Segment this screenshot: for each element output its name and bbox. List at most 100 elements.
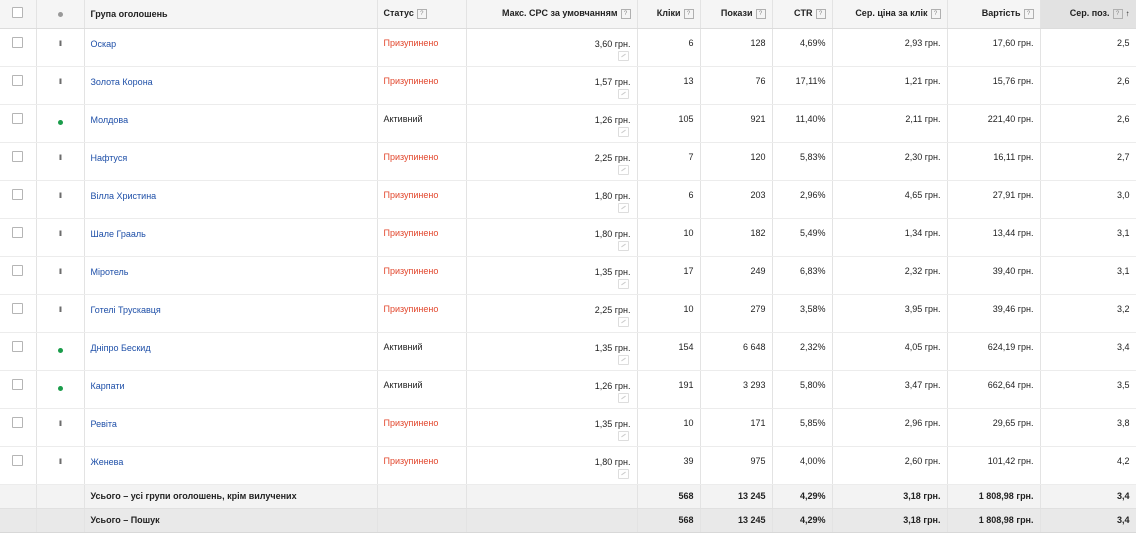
ad-group-link[interactable]: Ревіта xyxy=(90,418,117,429)
edit-pencil-icon[interactable] xyxy=(617,392,629,403)
max-cpc-cell[interactable]: 1,26 грн. xyxy=(466,370,638,409)
edit-pencil-icon[interactable] xyxy=(617,430,629,441)
help-icon[interactable]: ? xyxy=(1112,9,1123,20)
row-status-cell[interactable]: ll xyxy=(36,294,85,333)
help-icon[interactable]: ? xyxy=(1023,9,1034,20)
help-icon[interactable]: ? xyxy=(755,9,766,20)
row-status-cell[interactable]: ll xyxy=(36,142,85,181)
header-avg-position-label: Сер. поз. xyxy=(1069,8,1110,19)
row-status-cell[interactable] xyxy=(36,332,85,371)
row-checkbox[interactable] xyxy=(12,74,24,86)
help-icon[interactable]: ? xyxy=(930,9,941,20)
ad-group-link[interactable]: Золота Корона xyxy=(90,76,153,87)
header-status-dot[interactable] xyxy=(36,0,85,29)
row-status-cell[interactable]: ll xyxy=(36,218,85,257)
row-status-cell[interactable]: ll xyxy=(36,28,85,67)
cost-cell: 15,76 грн. xyxy=(947,66,1041,105)
max-cpc-cell[interactable]: 1,80 грн. xyxy=(466,218,638,257)
row-checkbox[interactable] xyxy=(12,302,24,314)
max-cpc-cell[interactable]: 1,57 грн. xyxy=(466,66,638,105)
avg-cpc-cell: 1,34 грн. xyxy=(832,218,948,257)
avg-cpc-cell: 2,11 грн. xyxy=(832,104,948,143)
max-cpc-cell[interactable]: 2,25 грн. xyxy=(466,142,638,181)
row-status-cell[interactable] xyxy=(36,370,85,409)
header-status[interactable]: Статус? xyxy=(377,0,467,29)
header-cost[interactable]: Вартість? xyxy=(947,0,1041,29)
ad-group-link[interactable]: Міротель xyxy=(90,266,129,277)
ad-group-link[interactable]: Дніпро Бескид xyxy=(90,342,151,353)
max-cpc-cell[interactable]: 1,35 грн. xyxy=(466,256,638,295)
help-icon[interactable]: ? xyxy=(815,9,826,20)
ad-group-name-cell: Карпати xyxy=(84,370,378,409)
totals-empty-cell xyxy=(377,508,467,533)
row-status-cell[interactable]: ll xyxy=(36,66,85,105)
max-cpc-value: 1,35 грн. xyxy=(594,418,631,429)
edit-pencil-icon[interactable] xyxy=(617,164,629,175)
ad-group-link[interactable]: Молдова xyxy=(90,114,129,125)
edit-pencil-icon[interactable] xyxy=(617,88,629,99)
edit-pencil-icon[interactable] xyxy=(617,240,629,251)
row-checkbox[interactable] xyxy=(12,226,24,238)
header-max-cpc[interactable]: Макс. CPC за умовчанням? xyxy=(466,0,638,29)
max-cpc-cell[interactable]: 1,26 грн. xyxy=(466,104,638,143)
row-status-cell[interactable] xyxy=(36,104,85,143)
ad-group-link[interactable]: Вілла Христина xyxy=(90,190,157,201)
max-cpc-cell[interactable]: 1,80 грн. xyxy=(466,446,638,485)
ad-group-link[interactable]: Нафтуся xyxy=(90,152,128,163)
status-text: Призупинено xyxy=(383,417,439,428)
row-checkbox[interactable] xyxy=(12,416,24,428)
status-cell: Призупинено xyxy=(377,28,467,67)
row-select-cell xyxy=(0,294,37,333)
ad-group-link[interactable]: Оскар xyxy=(90,38,117,49)
ad-group-link[interactable]: Шале Грааль xyxy=(90,228,146,239)
edit-pencil-icon[interactable] xyxy=(617,278,629,289)
header-avg-cpc[interactable]: Сер. ціна за клік? xyxy=(832,0,948,29)
row-checkbox[interactable] xyxy=(12,454,24,466)
edit-pencil-icon[interactable] xyxy=(617,316,629,327)
max-cpc-cell[interactable]: 1,35 грн. xyxy=(466,408,638,447)
avg-position-cell: 2,5 xyxy=(1040,28,1136,67)
max-cpc-cell[interactable]: 3,60 грн. xyxy=(466,28,638,67)
header-impressions[interactable]: Покази? xyxy=(700,0,773,29)
row-status-cell[interactable]: ll xyxy=(36,446,85,485)
totals-avg-position: 3,4 xyxy=(1040,484,1136,509)
max-cpc-cell[interactable]: 2,25 грн. xyxy=(466,294,638,333)
edit-pencil-icon[interactable] xyxy=(617,50,629,61)
totals-empty-cell xyxy=(377,484,467,509)
help-icon[interactable]: ? xyxy=(416,9,427,20)
ad-group-link[interactable]: Карпати xyxy=(90,380,125,391)
row-status-cell[interactable]: ll xyxy=(36,180,85,219)
edit-pencil-icon[interactable] xyxy=(617,354,629,365)
header-avg-position[interactable]: Сер. поз.? ↑ xyxy=(1040,0,1136,29)
edit-pencil-icon[interactable] xyxy=(617,202,629,213)
row-checkbox[interactable] xyxy=(12,150,24,162)
header-ad-group[interactable]: Група оголошень xyxy=(84,0,378,29)
edit-pencil-icon[interactable] xyxy=(617,468,629,479)
header-ctr-label: CTR xyxy=(794,8,813,19)
status-text: Призупинено xyxy=(383,227,439,238)
row-checkbox[interactable] xyxy=(12,112,24,124)
row-checkbox[interactable] xyxy=(12,188,24,200)
row-checkbox[interactable] xyxy=(12,340,24,352)
row-status-cell[interactable]: ll xyxy=(36,408,85,447)
status-cell: Призупинено xyxy=(377,256,467,295)
header-clicks[interactable]: Кліки? xyxy=(637,0,701,29)
cost-cell: 662,64 грн. xyxy=(947,370,1041,409)
row-checkbox[interactable] xyxy=(12,264,24,276)
row-status-cell[interactable]: ll xyxy=(36,256,85,295)
header-select-all[interactable] xyxy=(0,0,37,29)
ad-group-link[interactable]: Готелі Трускавця xyxy=(90,304,161,315)
select-all-checkbox[interactable] xyxy=(12,7,24,19)
edit-pencil-icon[interactable] xyxy=(617,126,629,137)
help-icon[interactable]: ? xyxy=(683,9,694,20)
impressions-cell: 182 xyxy=(700,218,773,257)
row-checkbox[interactable] xyxy=(12,378,24,390)
max-cpc-cell[interactable]: 1,35 грн. xyxy=(466,332,638,371)
row-checkbox[interactable] xyxy=(12,36,24,48)
help-icon[interactable]: ? xyxy=(620,9,631,20)
totals-ctr: 4,29% xyxy=(772,508,833,533)
max-cpc-value: 2,25 грн. xyxy=(594,152,631,163)
ad-group-link[interactable]: Женева xyxy=(90,456,124,467)
header-ctr[interactable]: CTR? xyxy=(772,0,833,29)
max-cpc-cell[interactable]: 1,80 грн. xyxy=(466,180,638,219)
